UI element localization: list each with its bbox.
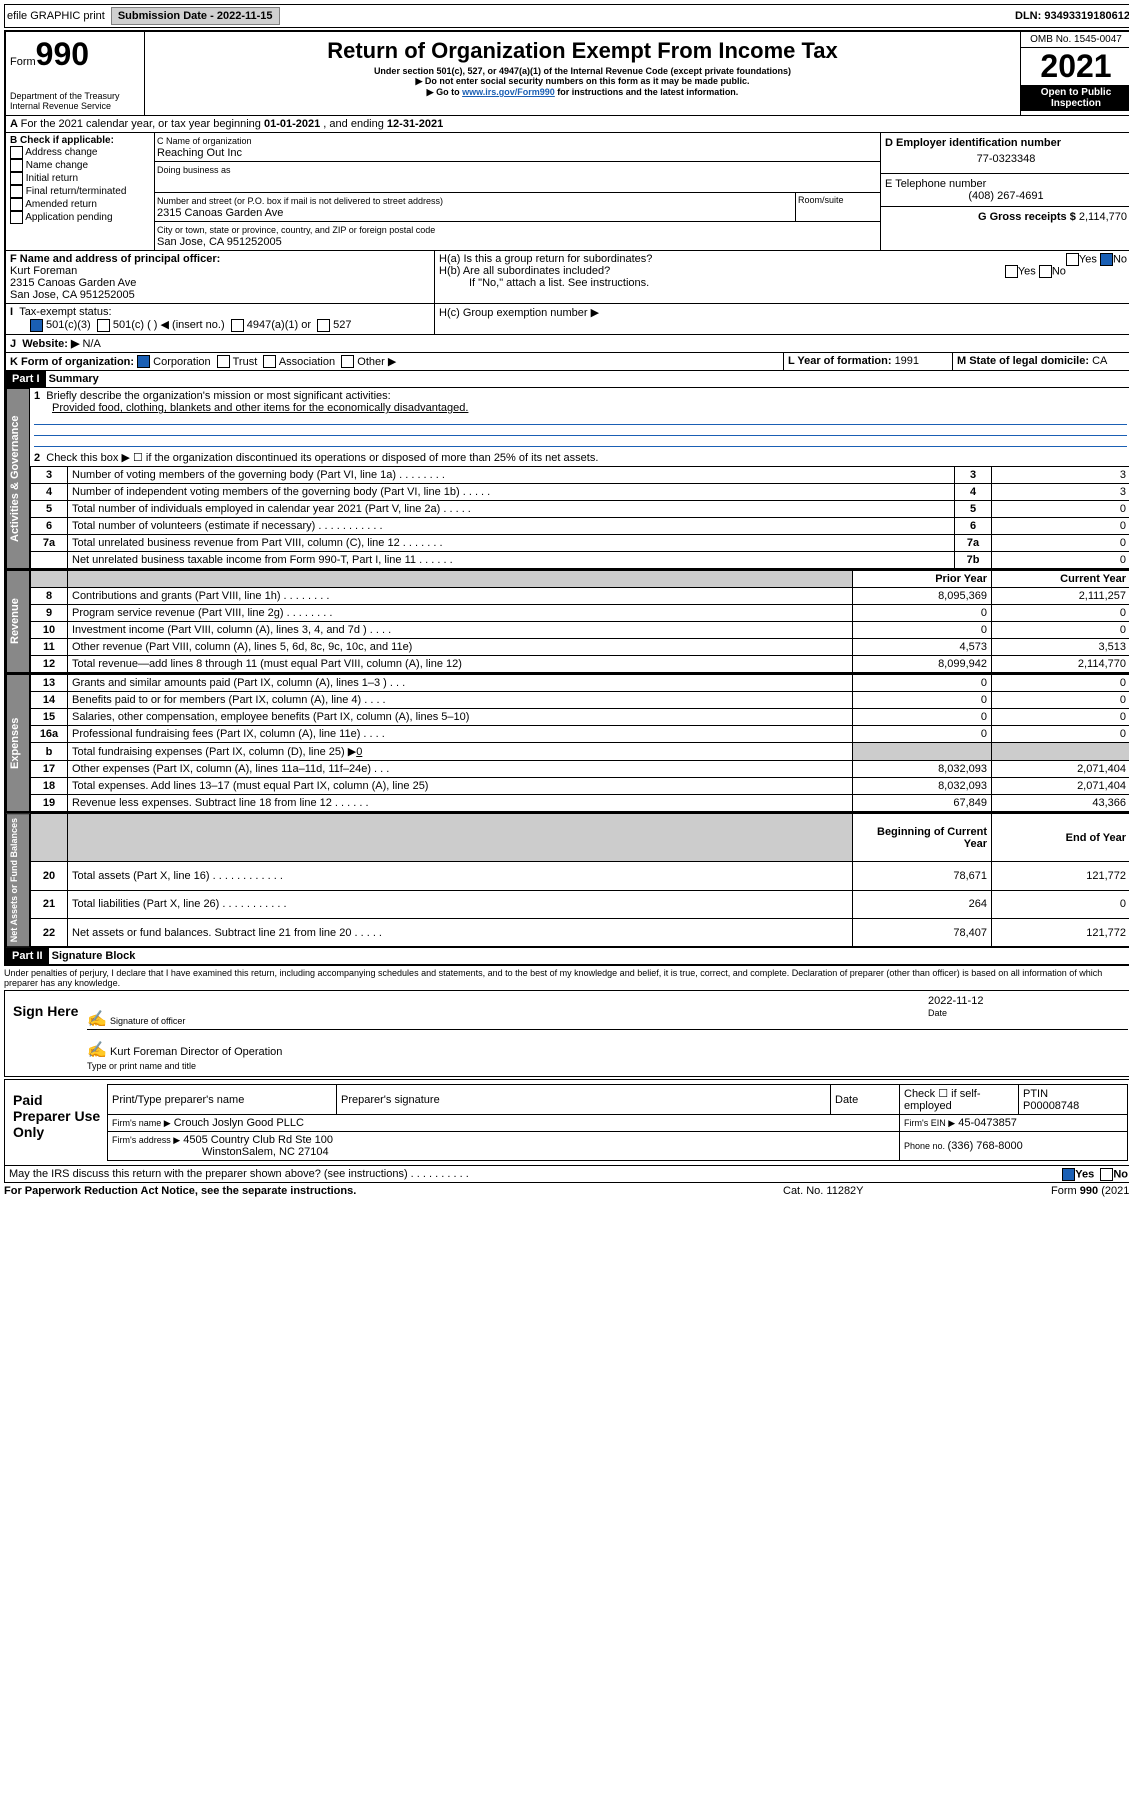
ein: 77-0323348 [885,149,1127,169]
gross-receipts: 2,114,770 [1079,211,1127,223]
section-L: L Year of formation: 1991 [784,353,953,371]
governance-table: 3Number of voting members of the governi… [30,466,1129,569]
form-number: 990 [36,36,89,72]
firm-ein: 45-0473857 [958,1117,1017,1129]
officer-name: Kurt Foreman Director of Operation [110,1046,282,1058]
dept: Department of the Treasury [10,91,140,101]
org-city: San Jose, CA 951252005 [157,236,282,248]
section-H: H(a) Is this a group return for subordin… [435,251,1129,303]
efile-label: efile GRAPHIC print [7,10,105,22]
expenses-table: 13Grants and similar amounts paid (Part … [30,674,1129,812]
ptin: P00008748 [1023,1100,1079,1112]
section-F: F Name and address of principal officer:… [6,251,435,303]
section-B: B Check if applicable: Address change Na… [6,133,155,250]
discuss-yes-checkbox[interactable] [1062,1168,1075,1181]
part-ii-header: Part II Signature Block [6,947,1129,964]
open-inspection: Open to Public Inspection [1021,85,1129,111]
tax-year: 2021 [1021,48,1129,85]
net-assets-table: Beginning of Current YearEnd of Year20To… [30,813,1129,947]
ha-no-checkbox[interactable] [1100,253,1113,266]
sign-here: Sign Here ✍ Signature of officer 2022-11… [4,990,1129,1077]
mission: Provided food, clothing, blankets and ot… [52,402,468,414]
form-title: Return of Organization Exempt From Incom… [149,38,1016,64]
section-K: K Form of organization: Corporation Trus… [6,353,784,371]
section-Hc: H(c) Group exemption number ▶ [435,304,1129,334]
org-address: 2315 Canoas Garden Ave [157,207,283,219]
submission-date-button[interactable]: Submission Date - 2022-11-15 [111,7,280,25]
sign-date: 2022-11-12 [928,995,983,1007]
section-M: M State of legal domicile: CA [953,353,1129,371]
irs: Internal Revenue Service [10,101,140,111]
tab-net-assets: Net Assets or Fund Balances [6,813,30,947]
tab-expenses: Expenses [6,674,30,812]
part-i-header: Part I Summary [6,371,1129,388]
form-border: Form990 Department of the Treasury Inter… [4,30,1129,966]
phone: (408) 267-4691 [885,190,1127,202]
topbar: efile GRAPHIC print Submission Date - 20… [4,4,1129,28]
firm-name: Crouch Joslyn Good PLLC [174,1117,304,1129]
title-cell: Return of Organization Exempt From Incom… [145,32,1020,115]
footer: For Paperwork Reduction Act Notice, see … [4,1183,1129,1199]
year-cell: OMB No. 1545-0047 2021 Open to Public In… [1020,32,1129,115]
section-C: C Name of organizationReaching Out Inc D… [155,133,881,250]
form-id-cell: Form990 Department of the Treasury Inter… [6,32,145,115]
revenue-table: Prior YearCurrent Year8Contributions and… [30,570,1129,673]
penalty-statement: Under penalties of perjury, I declare th… [4,966,1129,990]
dln: DLN: 93493319180612 [1015,10,1129,22]
discuss-line: May the IRS discuss this return with the… [4,1166,1129,1183]
tab-revenue: Revenue [6,570,30,673]
section-DEG: D Employer identification number77-03233… [881,133,1129,250]
section-I: I Tax-exempt status: 501(c)(3) 501(c) ( … [6,304,435,334]
tab-governance: Activities & Governance [6,388,30,569]
paid-preparer: Paid Preparer Use Only Print/Type prepar… [4,1079,1129,1166]
org-name: Reaching Out Inc [157,147,242,159]
firm-phone: (336) 768-8000 [948,1140,1023,1152]
line-A: A For the 2021 calendar year, or tax yea… [6,116,1129,133]
instructions-link[interactable]: www.irs.gov/Form990 [462,87,555,97]
section-J: J Website: ▶ N/A [6,335,1129,352]
